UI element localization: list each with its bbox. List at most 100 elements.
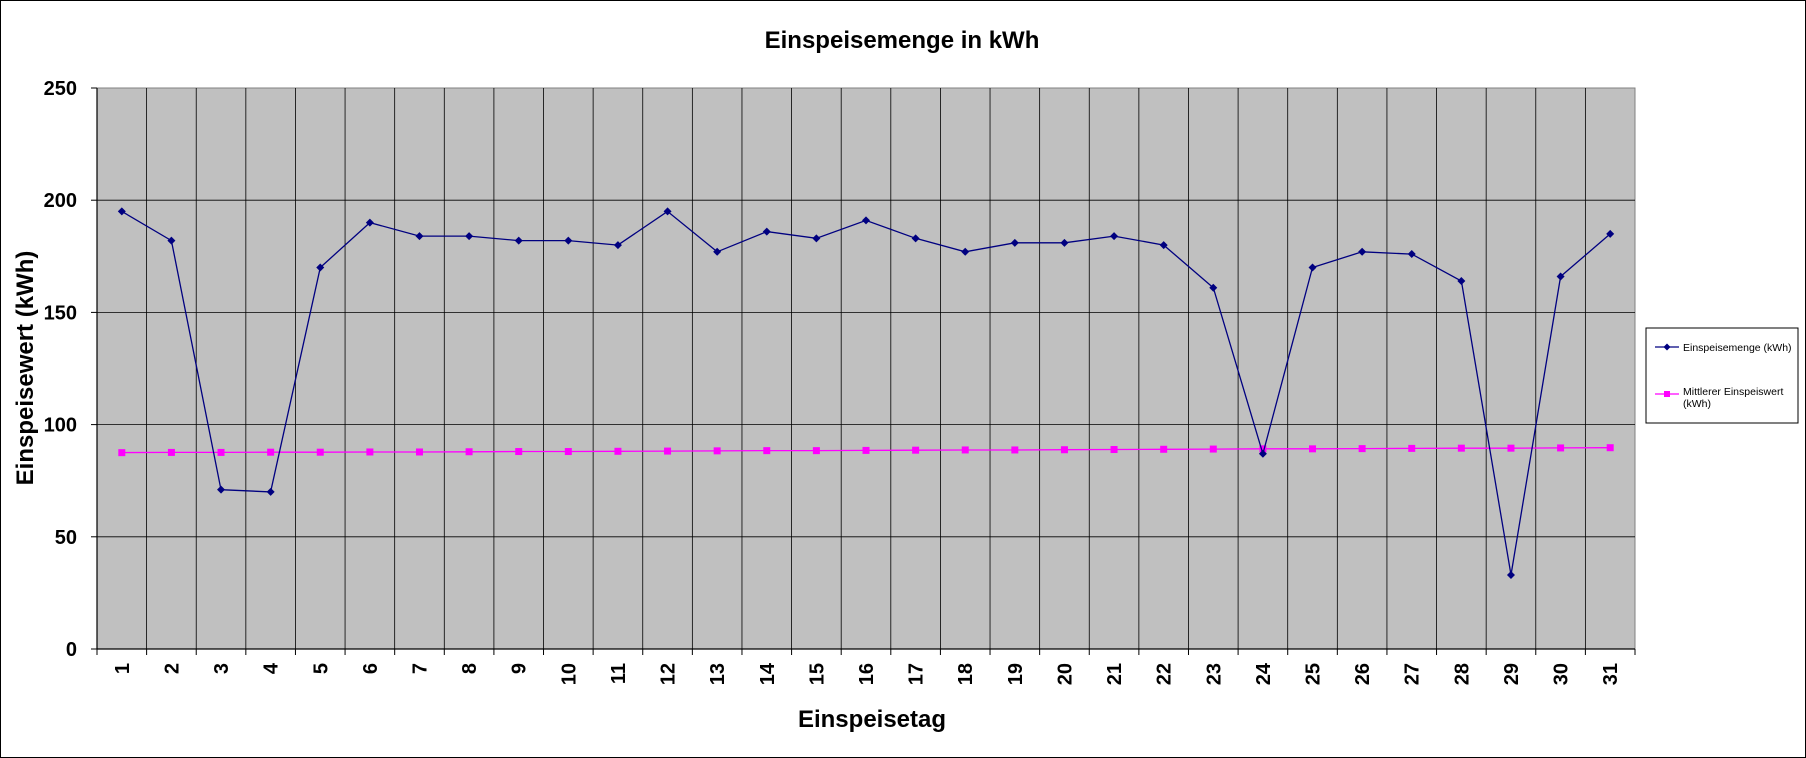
data-point-diamond [266, 487, 275, 496]
y-axis-label: Einspeisewert (kWh) [12, 251, 39, 486]
data-point-diamond [415, 232, 424, 241]
data-point-diamond [1159, 241, 1168, 250]
x-tick-label: 20 [1054, 663, 1076, 685]
x-tick-label: 1 [112, 663, 134, 674]
data-point-square [316, 448, 324, 456]
x-axis-label: Einspeisetag [798, 706, 946, 733]
data-point-square [1408, 444, 1416, 452]
data-point-square [1309, 445, 1317, 453]
data-point-diamond [1258, 449, 1267, 458]
data-point-diamond [713, 247, 722, 256]
data-point-diamond [812, 234, 821, 243]
x-tick-label: 7 [409, 663, 431, 674]
x-tick-label: 14 [757, 662, 779, 685]
x-tick-label: 22 [1154, 663, 1176, 685]
x-tick-label: 19 [1005, 663, 1027, 685]
data-point-square [118, 449, 126, 457]
chart-title: Einspeisemenge in kWh [765, 27, 1040, 54]
x-tick-label: 31 [1600, 663, 1622, 685]
legend-entries: Einspeisemenge (kWh) Mittlerer Einspeiswe… [1655, 342, 1792, 410]
data-point-square [515, 448, 523, 456]
legend-marker-square [1664, 391, 1670, 397]
data-point-square [1557, 444, 1565, 452]
data-point-diamond [167, 236, 176, 245]
data-point-square [812, 447, 820, 455]
data-point-diamond [762, 227, 771, 236]
x-tick-label: 30 [1551, 663, 1573, 685]
data-point-diamond [911, 234, 920, 243]
x-tick-label: 25 [1303, 663, 1325, 685]
x-tick-label: 12 [658, 663, 680, 685]
data-point-diamond [316, 263, 325, 272]
x-tick-label: 16 [856, 663, 878, 685]
data-point-square [267, 448, 275, 456]
gridlines [97, 88, 1635, 649]
data-point-square [912, 446, 920, 454]
x-tick-label: 2 [161, 663, 183, 674]
legend-label-2: Mittlerer Einspeiswert (kWh) [1683, 386, 1783, 410]
data-point-square [415, 448, 423, 456]
data-point-diamond [1506, 570, 1515, 579]
x-tick-label: 6 [360, 663, 382, 674]
data-point-diamond [663, 207, 672, 216]
data-point-square [763, 447, 771, 455]
x-tick-label: 21 [1104, 663, 1126, 685]
data-point-diamond [613, 241, 622, 250]
plot-area [96, 87, 1636, 650]
y-tick-label: 0 [66, 639, 77, 661]
legend-box [1645, 327, 1799, 424]
data-point-diamond [1457, 276, 1466, 285]
data-point-square [664, 447, 672, 455]
series-layer [117, 207, 1615, 579]
data-point-diamond [1010, 238, 1019, 247]
y-tick-label: 200 [44, 190, 77, 212]
data-point-square [366, 448, 374, 456]
data-point-square [1457, 444, 1465, 452]
x-tick-label: 11 [608, 663, 630, 684]
data-point-square [1507, 444, 1515, 452]
data-point-diamond [862, 216, 870, 225]
x-tick-label: 23 [1203, 663, 1225, 685]
x-tick-label: 29 [1501, 663, 1523, 685]
data-point-square [465, 448, 473, 456]
x-tick-label: 18 [955, 663, 977, 685]
legend: Einspeisemenge (kWh) Mittlerer Einspeiswe… [1645, 327, 1799, 424]
data-point-square [713, 447, 721, 455]
data-point-diamond [1110, 232, 1119, 241]
x-tick-label: 17 [906, 663, 928, 685]
data-point-square [1060, 446, 1068, 454]
data-point-diamond [365, 218, 374, 227]
x-tick-label: 26 [1352, 663, 1374, 685]
data-point-diamond [1556, 272, 1565, 281]
data-point-diamond [564, 236, 573, 245]
x-tick-label: 27 [1402, 663, 1424, 685]
data-point-square [1160, 445, 1168, 453]
data-point-diamond [1209, 283, 1218, 292]
data-point-square [1110, 446, 1118, 454]
x-tick-label: 5 [310, 663, 332, 674]
data-point-diamond [1308, 263, 1317, 272]
y-tick-label: 50 [55, 527, 77, 549]
data-point-square [1011, 446, 1019, 454]
x-tick-label: 15 [806, 663, 828, 685]
data-point-diamond [117, 207, 126, 216]
data-point-diamond [961, 247, 970, 256]
data-point-diamond [1407, 250, 1416, 259]
legend-marker-diamond [1663, 343, 1671, 351]
data-point-square [1358, 445, 1366, 453]
data-point-diamond [514, 236, 523, 245]
x-tick-label: 3 [211, 663, 233, 674]
y-tick-label: 250 [44, 78, 77, 100]
x-tick-label: 10 [558, 663, 580, 685]
data-point-square [1259, 445, 1267, 453]
data-point-diamond [1358, 247, 1367, 256]
data-point-diamond [465, 232, 474, 241]
x-tick-label: 4 [261, 662, 283, 674]
data-point-square [217, 448, 225, 456]
data-point-square [1606, 444, 1614, 452]
x-tick-label: 9 [509, 663, 531, 674]
data-point-diamond [1060, 238, 1069, 247]
data-point-square [1209, 445, 1217, 453]
